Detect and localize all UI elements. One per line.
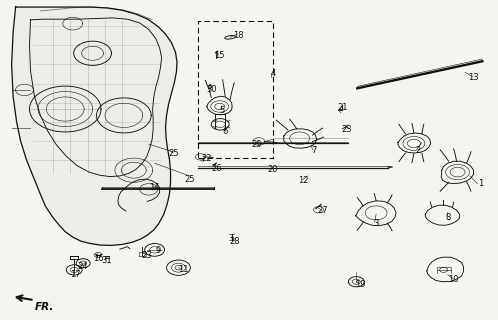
Text: 16: 16	[93, 254, 104, 263]
Text: 7: 7	[311, 146, 316, 155]
Text: 6: 6	[223, 127, 228, 136]
Text: 25: 25	[168, 149, 179, 158]
Text: 25: 25	[184, 175, 195, 184]
Text: 10: 10	[448, 275, 459, 284]
Text: 12: 12	[298, 176, 309, 185]
Text: 17: 17	[70, 270, 81, 279]
Text: 11: 11	[178, 265, 189, 275]
Text: 21: 21	[337, 103, 348, 112]
Text: 13: 13	[468, 73, 479, 82]
Text: 30: 30	[206, 85, 217, 94]
Polygon shape	[11, 7, 177, 245]
Text: 19: 19	[355, 280, 366, 289]
Text: 22: 22	[202, 154, 212, 163]
Text: 31: 31	[101, 256, 112, 265]
Text: 24: 24	[77, 262, 88, 271]
Text: 2: 2	[415, 146, 420, 155]
Text: 23: 23	[341, 125, 352, 134]
Text: 14: 14	[149, 183, 160, 192]
Text: 15: 15	[214, 51, 225, 60]
Text: 29: 29	[251, 140, 262, 148]
Text: 28: 28	[230, 237, 241, 246]
Text: 9: 9	[156, 246, 161, 255]
Text: 26: 26	[211, 164, 222, 173]
Text: FR.: FR.	[34, 302, 54, 312]
Text: 18: 18	[233, 31, 244, 40]
Text: 3: 3	[374, 219, 379, 228]
Bar	[198, 21, 273, 158]
Text: 1: 1	[478, 180, 483, 188]
Text: 27: 27	[317, 206, 328, 215]
Text: 4: 4	[270, 69, 275, 78]
Text: 20: 20	[267, 165, 278, 174]
Text: 5: 5	[219, 106, 224, 115]
Text: 23: 23	[141, 251, 152, 260]
Text: 8: 8	[445, 213, 450, 222]
